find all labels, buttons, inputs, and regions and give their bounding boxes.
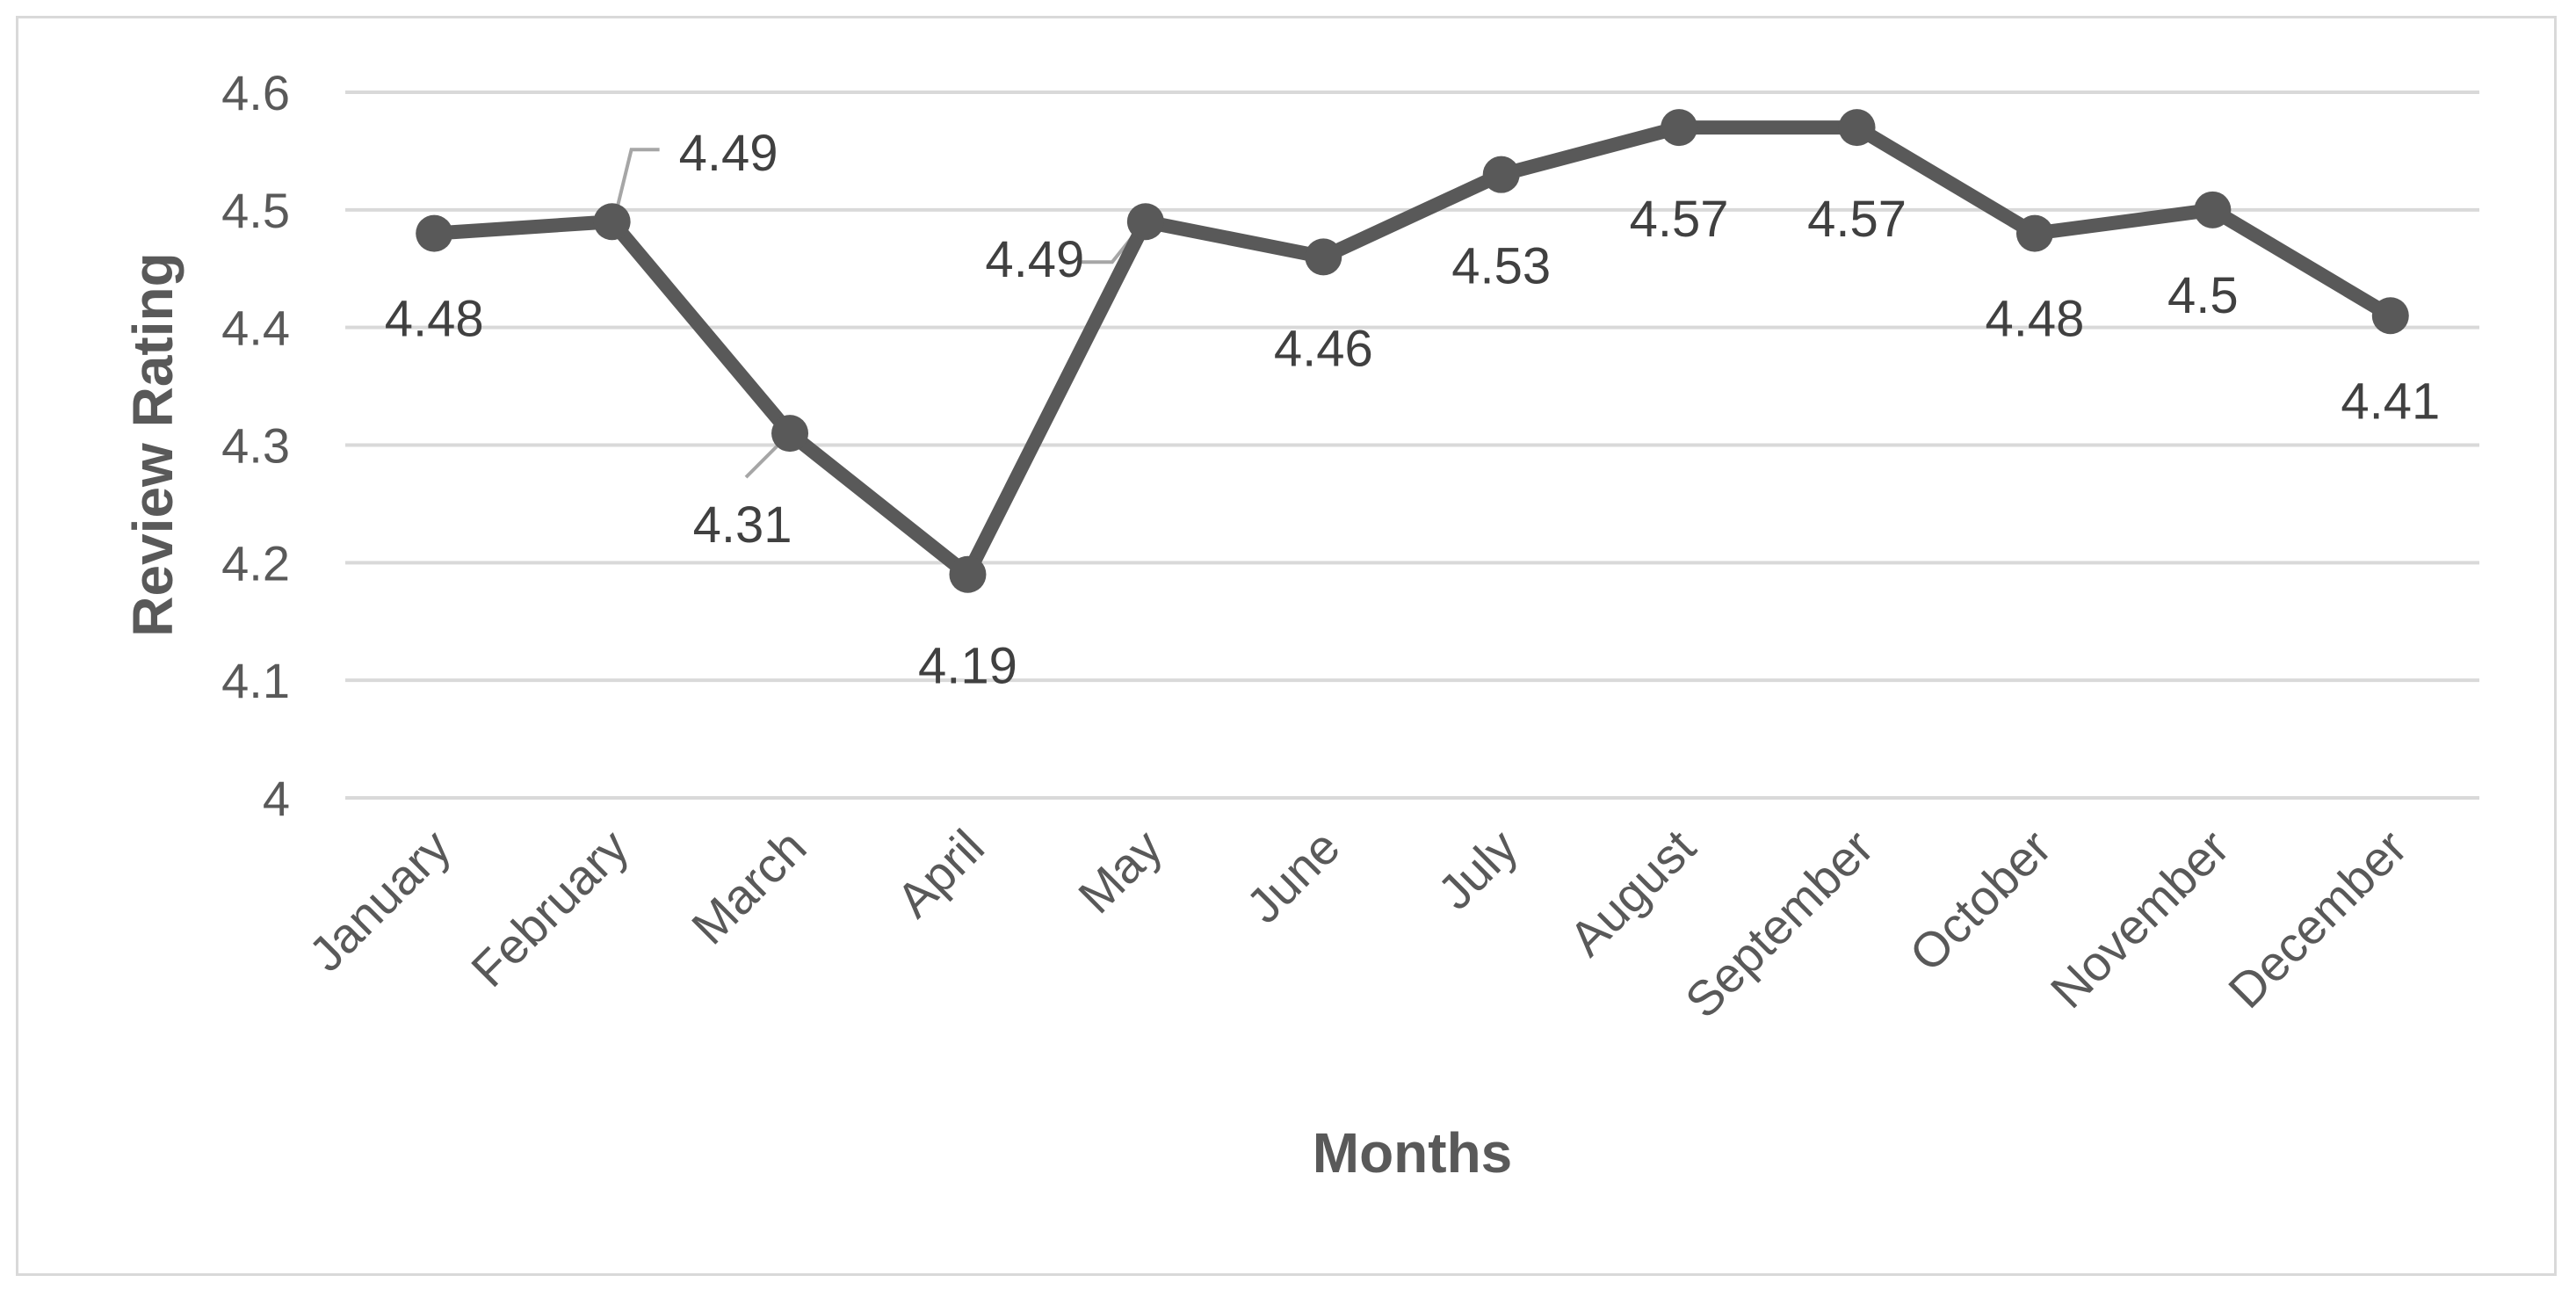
x-tick-label: March [681, 819, 817, 955]
data-label: 4.31 [693, 496, 792, 554]
x-tick-label: November [2040, 819, 2240, 1018]
data-label: 4.48 [1986, 291, 2085, 348]
x-axis-title: Months [1313, 1121, 1513, 1185]
leader-line [744, 438, 785, 479]
data-label: 4.53 [1451, 238, 1551, 295]
leader-line [613, 148, 660, 215]
data-point [2371, 297, 2409, 335]
x-tick-label: May [1067, 819, 1172, 924]
data-label: 4.19 [918, 638, 1017, 695]
x-tick-label: October [1899, 819, 2061, 982]
series-layer [416, 109, 2409, 593]
data-label: 4.5 [2167, 267, 2239, 324]
x-tick-label: December [2218, 819, 2417, 1018]
y-tick-label: 4.4 [221, 301, 290, 356]
data-point [1126, 203, 1164, 241]
data-point [1305, 238, 1342, 276]
data-point [1482, 156, 1520, 193]
data-point [1661, 109, 1698, 147]
x-axis-tick-labels: January February March April May June July Augu… [298, 819, 2417, 1029]
y-tick-label: 4.2 [221, 535, 290, 591]
data-point [949, 555, 987, 593]
x-tick-label: April [886, 819, 995, 928]
y-axis-title: Review Rating [121, 252, 185, 636]
y-tick-label: 4.3 [221, 418, 290, 474]
x-tick-label: February [460, 819, 639, 997]
data-labels: 4.48 4.49 4.31 4.19 4.49 4.46 4.53 4.57 4.57 4.48… [385, 125, 2440, 695]
data-label: 4.49 [679, 125, 778, 182]
data-label: 4.41 [2341, 373, 2440, 430]
data-point [1838, 109, 1876, 147]
x-tick-label: January [298, 819, 460, 982]
gridlines [345, 91, 2479, 800]
x-tick-label: August [1559, 819, 1706, 967]
data-label: 4.57 [1807, 191, 1907, 248]
y-tick-label: 4.6 [221, 65, 290, 120]
data-point [593, 203, 631, 241]
y-tick-label: 4 [263, 771, 290, 826]
y-tick-label: 4.5 [221, 183, 290, 238]
x-tick-label: July [1427, 819, 1528, 920]
x-tick-label: September [1675, 819, 1884, 1028]
data-point [2194, 191, 2232, 228]
data-label: 4.49 [985, 231, 1084, 288]
y-axis-tick-labels: 4 4.1 4.2 4.3 4.4 4.5 4.6 [221, 65, 290, 826]
data-label: 4.46 [1274, 320, 1373, 377]
data-label: 4.48 [385, 291, 484, 348]
data-label: 4.57 [1630, 191, 1729, 248]
data-point [2015, 214, 2053, 252]
data-point [416, 214, 453, 252]
x-tick-label: June [1235, 819, 1350, 933]
series-line [427, 120, 2398, 582]
y-tick-label: 4.1 [221, 653, 290, 708]
data-point [771, 415, 809, 453]
